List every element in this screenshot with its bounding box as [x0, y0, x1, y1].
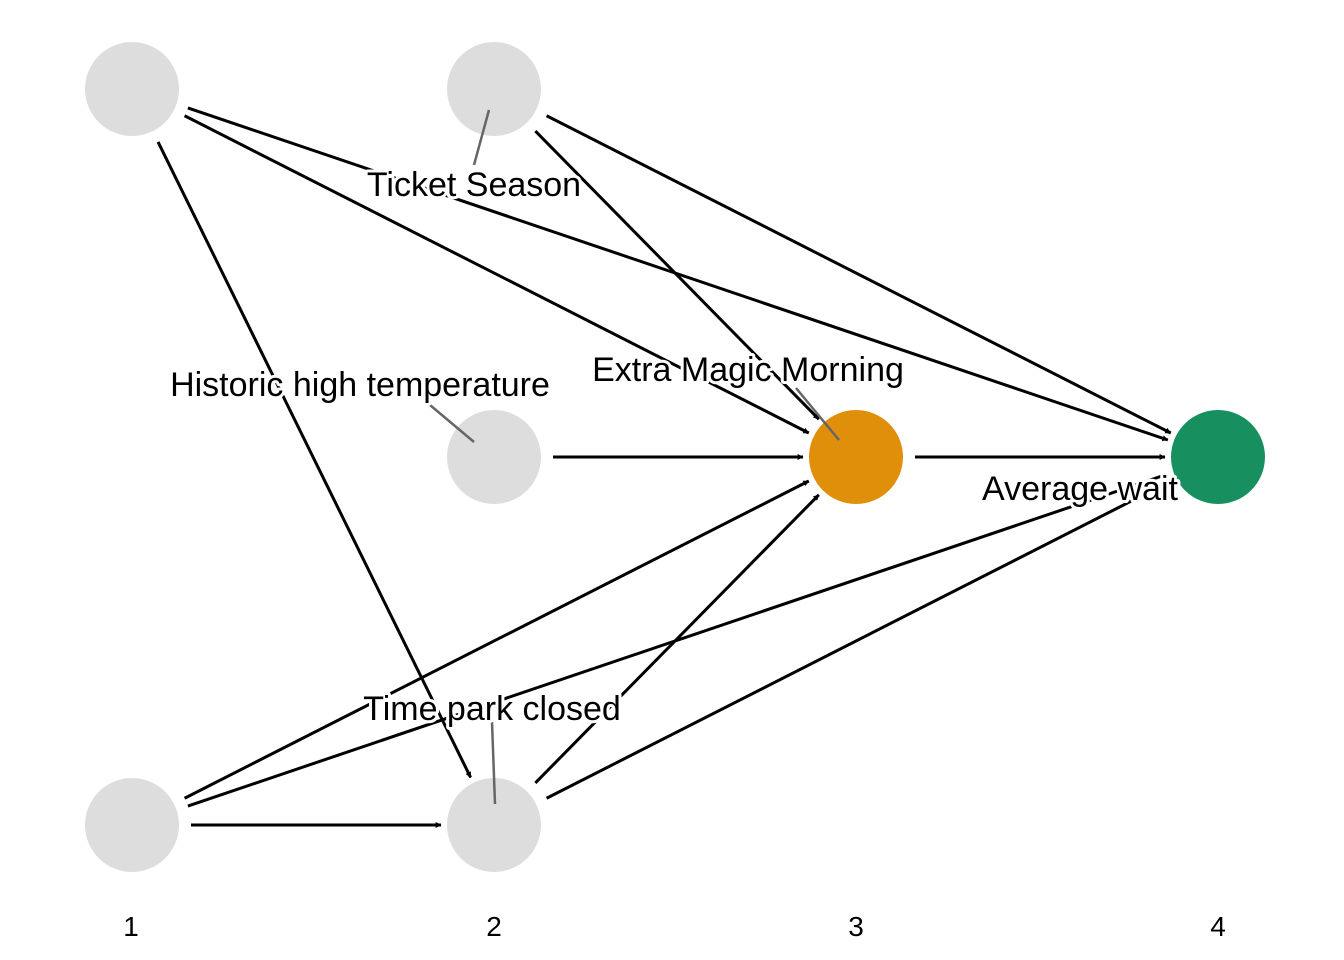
leader-line-extra_magic_morning: [795, 387, 840, 441]
node-ticket_season: [447, 42, 541, 136]
edge-unlabeled_1-to-time_park_closed: [156, 141, 472, 779]
node-average_wait: [1171, 410, 1265, 504]
node-time_park_closed: [447, 778, 541, 872]
node-historic_high_temperature: [447, 410, 541, 504]
node-unlabeled_2: [85, 778, 179, 872]
node-label-average_wait: Average wait: [982, 470, 1178, 508]
axis-label-1: 1: [123, 911, 139, 942]
axis-label-4: 4: [1210, 911, 1226, 942]
leader-line-time_park_closed: [490, 721, 497, 805]
axis-layer: 1 2 3 4: [123, 911, 1226, 942]
edge-unlabeled_1-to-extra_magic_morning: [183, 114, 810, 435]
node-unlabeled_1: [85, 42, 179, 136]
nodes-layer: [85, 42, 1265, 872]
node-label-ticket_season: Ticket Season: [367, 166, 581, 204]
edge-unlabeled_2-to-extra_magic_morning: [183, 479, 810, 800]
labels-layer: Ticket Season Historic high temperature Ti…: [167, 163, 1181, 731]
edge-ticket_season-to-extra_magic_morning: [534, 130, 820, 421]
edges-layer: [156, 106, 1172, 828]
node-label-historic_high_temperature: Historic high temperature: [170, 366, 550, 404]
edge-time_park_closed-to-extra_magic_morning: [534, 493, 820, 784]
leaders-layer: [423, 109, 840, 805]
node-label-extra_magic_morning: Extra Magic Morning: [592, 351, 904, 389]
leader-line-historic_high_temperature: [423, 399, 475, 443]
edge-ticket_season-to-average_wait: [545, 114, 1172, 435]
edge-time_park_closed-to-average_wait: [545, 479, 1172, 800]
axis-label-2: 2: [486, 911, 502, 942]
node-extra_magic_morning: [809, 410, 903, 504]
leader-line-ticket_season: [472, 109, 491, 166]
axis-label-3: 3: [848, 911, 864, 942]
node-label-time_park_closed: Time park closed: [363, 690, 621, 728]
